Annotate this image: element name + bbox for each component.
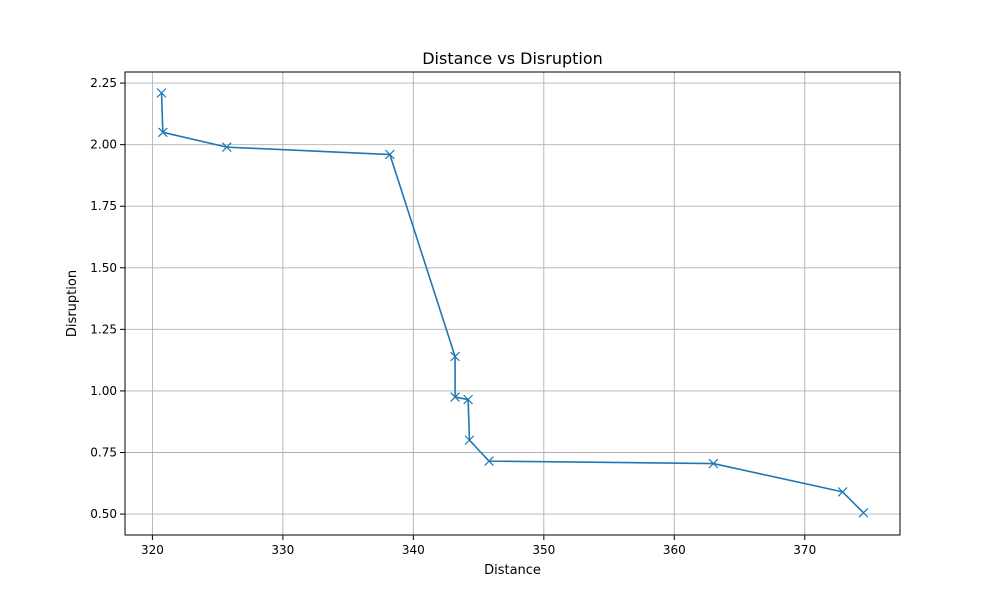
chart-title: Distance vs Disruption: [422, 49, 603, 68]
data-point-marker: [858, 507, 869, 518]
y-tick-label: 1.25: [90, 322, 117, 336]
data-point-marker: [450, 351, 460, 362]
x-axis: 320 330 340 350 360 370: [141, 535, 816, 557]
series-line: [160, 92, 865, 514]
grid: [125, 72, 900, 535]
x-tick-label: 370: [793, 543, 816, 557]
plot-area-frame: [124, 71, 901, 536]
data-point-marker: [464, 435, 475, 446]
y-axis-label: Disruption: [65, 270, 80, 337]
x-tick-label: 320: [141, 543, 164, 557]
x-tick-label: 350: [532, 543, 555, 557]
series-layer: [156, 88, 869, 518]
y-tick-label: 2.25: [90, 76, 117, 90]
y-axis: 0.50 0.75 1.00 1.25 1.50 1.75 2.00 2.25: [90, 76, 125, 521]
data-point-marker: [221, 142, 232, 152]
x-tick-label: 360: [663, 543, 686, 557]
data-point-marker: [157, 127, 168, 138]
data-point-marker: [484, 456, 494, 466]
data-point-marker: [450, 392, 460, 402]
y-tick-label: 1.50: [90, 261, 117, 275]
y-tick-label: 2.00: [90, 138, 117, 152]
y-tick-label: 1.75: [90, 199, 117, 213]
y-tick-label: 0.75: [90, 445, 117, 459]
y-tick-label: 1.00: [90, 384, 117, 398]
data-point-marker: [156, 88, 167, 98]
x-axis-label: Distance: [484, 563, 541, 578]
data-point-marker: [837, 487, 848, 497]
y-tick-label: 0.50: [90, 507, 117, 521]
x-tick-label: 330: [271, 543, 294, 557]
data-point-marker: [708, 458, 719, 469]
data-point-marker: [463, 394, 473, 405]
x-tick-label: 340: [402, 543, 425, 557]
data-point-marker: [385, 149, 395, 160]
